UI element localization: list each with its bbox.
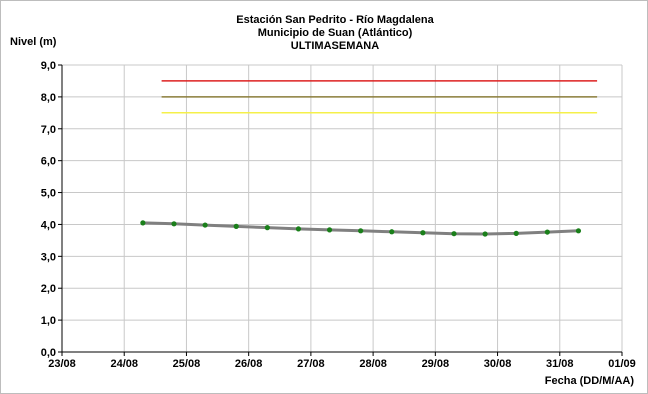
y-tick-label: 1,0 <box>41 315 56 327</box>
chart-title: Estación San Pedrito - Río Magdalena Mun… <box>236 14 434 52</box>
y-tick-label: 7,0 <box>41 124 56 136</box>
x-tick-label: 24/08 <box>110 358 138 370</box>
x-tick-labels: 23/08 24/08 25/08 26/08 27/08 28/08 29/08 30/08… <box>48 358 636 370</box>
level-data-point <box>482 231 488 237</box>
x-tick-label: 30/08 <box>484 358 512 370</box>
level-data-point <box>575 228 582 234</box>
y-tick-label: 3,0 <box>41 251 56 263</box>
title-line-3: ULTIMASEMANA <box>291 40 379 52</box>
x-tick-label: 25/08 <box>173 358 201 370</box>
x-tick-label: 23/08 <box>48 358 76 370</box>
y-tick-label: 2,0 <box>41 283 56 295</box>
y-tick-label: 5,0 <box>41 188 56 200</box>
title-line-2: Municipio de Suan (Atlántico) <box>258 27 413 39</box>
level-data-point <box>451 231 457 237</box>
gridlines <box>62 64 623 352</box>
level-data-point <box>513 230 519 236</box>
level-data-point <box>233 223 239 229</box>
y-tick-label: 9,0 <box>41 60 56 72</box>
title-line-1: Estación San Pedrito - Río Magdalena <box>236 14 434 26</box>
x-tick-label: 28/08 <box>359 358 387 370</box>
y-tick-label: 0,0 <box>41 347 56 359</box>
y-tick-label: 6,0 <box>41 156 56 168</box>
level-data-point <box>326 227 333 233</box>
series-group <box>140 80 598 237</box>
y-tick-labels: 0,0 1,0 2,0 3,0 4,0 5,0 6,0 7,0 8,0 9,0 <box>41 60 56 359</box>
x-axis-label: Fecha (DD/M/AA) <box>545 375 635 387</box>
x-tick-label: 01/09 <box>608 358 636 370</box>
level-data-point <box>140 220 146 226</box>
y-tick-label: 4,0 <box>41 219 56 231</box>
level-data-point <box>171 221 177 227</box>
y-axis-label: Nivel (m) <box>10 36 57 48</box>
level-data-point <box>202 222 208 228</box>
level-data-point <box>264 225 270 231</box>
x-tick-label: 31/08 <box>546 358 574 370</box>
level-data-point <box>420 230 426 236</box>
level-data-point <box>389 229 395 235</box>
level-data-point <box>358 228 364 234</box>
axes <box>58 64 623 356</box>
x-tick-label: 26/08 <box>235 358 263 370</box>
level-data-point <box>544 229 550 235</box>
level-data-point <box>295 226 302 232</box>
x-tick-label: 27/08 <box>297 358 325 370</box>
y-tick-label: 8,0 <box>41 92 56 104</box>
x-tick-label: 29/08 <box>422 358 450 370</box>
